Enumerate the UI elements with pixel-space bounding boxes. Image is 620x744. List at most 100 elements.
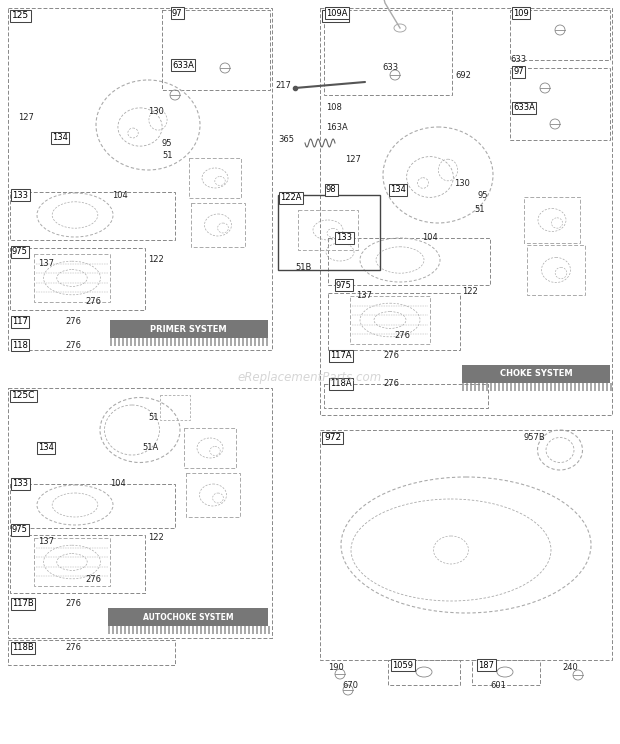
Text: 108: 108 bbox=[326, 103, 342, 112]
Bar bbox=[610, 383, 612, 391]
Bar bbox=[220, 626, 222, 634]
Text: 125B: 125B bbox=[324, 11, 347, 21]
Bar bbox=[168, 626, 170, 634]
Text: 1059: 1059 bbox=[392, 661, 413, 670]
Bar bbox=[462, 383, 464, 391]
Bar bbox=[192, 626, 194, 634]
Bar bbox=[546, 383, 548, 391]
Bar bbox=[254, 338, 256, 346]
Bar bbox=[234, 338, 236, 346]
Bar bbox=[144, 626, 146, 634]
Text: 133: 133 bbox=[336, 234, 352, 243]
Bar bbox=[142, 338, 144, 346]
Bar bbox=[236, 626, 238, 634]
Bar bbox=[210, 338, 212, 346]
Bar bbox=[538, 383, 540, 391]
Bar bbox=[478, 383, 480, 391]
Bar bbox=[260, 626, 262, 634]
Bar bbox=[110, 320, 268, 338]
Bar bbox=[246, 338, 248, 346]
Text: 692: 692 bbox=[455, 71, 471, 80]
Bar bbox=[510, 383, 512, 391]
Bar bbox=[240, 626, 242, 634]
Bar bbox=[606, 383, 608, 391]
Text: 187: 187 bbox=[478, 661, 494, 670]
Bar bbox=[526, 383, 528, 391]
Text: 118B: 118B bbox=[12, 644, 33, 652]
Text: 633: 633 bbox=[382, 63, 398, 72]
Text: 276: 276 bbox=[394, 332, 410, 341]
Text: 975: 975 bbox=[12, 248, 28, 257]
Text: 276: 276 bbox=[85, 298, 101, 307]
Text: 127: 127 bbox=[18, 114, 34, 123]
Bar bbox=[112, 626, 114, 634]
Text: 276: 276 bbox=[65, 600, 81, 609]
Bar bbox=[184, 626, 186, 634]
Bar bbox=[196, 626, 198, 634]
Text: 975: 975 bbox=[336, 280, 352, 289]
Text: 118A: 118A bbox=[330, 379, 352, 388]
Bar bbox=[262, 338, 264, 346]
Bar bbox=[530, 383, 532, 391]
Text: 122: 122 bbox=[148, 255, 164, 265]
Bar bbox=[152, 626, 154, 634]
Text: 137: 137 bbox=[356, 292, 372, 301]
Text: 104: 104 bbox=[110, 479, 126, 489]
Text: 122A: 122A bbox=[280, 193, 301, 202]
Bar bbox=[494, 383, 496, 391]
Bar bbox=[574, 383, 576, 391]
Bar bbox=[250, 338, 252, 346]
Bar bbox=[578, 383, 580, 391]
Text: 51: 51 bbox=[162, 152, 172, 161]
Text: 633: 633 bbox=[510, 56, 526, 65]
Text: 118: 118 bbox=[12, 341, 28, 350]
Text: 365: 365 bbox=[278, 135, 294, 144]
Text: 276: 276 bbox=[65, 644, 81, 652]
Text: AUTOCHOKE SYSTEM: AUTOCHOKE SYSTEM bbox=[143, 612, 233, 621]
Text: 972: 972 bbox=[324, 434, 341, 443]
Bar bbox=[164, 626, 166, 634]
Text: 134: 134 bbox=[390, 185, 406, 194]
Bar bbox=[542, 383, 544, 391]
Bar bbox=[114, 338, 116, 346]
Bar bbox=[474, 383, 476, 391]
Bar bbox=[178, 338, 180, 346]
Text: 117B: 117B bbox=[12, 600, 33, 609]
Bar bbox=[138, 338, 140, 346]
Bar bbox=[554, 383, 556, 391]
Text: 98: 98 bbox=[326, 185, 337, 194]
Text: 122: 122 bbox=[148, 533, 164, 542]
Bar bbox=[470, 383, 472, 391]
Text: 137: 137 bbox=[38, 260, 54, 269]
Bar bbox=[140, 626, 142, 634]
Bar bbox=[130, 338, 132, 346]
Bar bbox=[108, 626, 110, 634]
Text: 601: 601 bbox=[490, 682, 506, 690]
Text: PRIMER SYSTEM: PRIMER SYSTEM bbox=[149, 324, 226, 333]
Text: 109: 109 bbox=[513, 8, 529, 18]
Bar bbox=[590, 383, 592, 391]
Bar bbox=[122, 338, 124, 346]
Text: 137: 137 bbox=[38, 537, 54, 547]
Bar bbox=[562, 383, 564, 391]
Text: 97: 97 bbox=[513, 68, 524, 77]
Bar bbox=[186, 338, 188, 346]
Bar bbox=[124, 626, 126, 634]
Text: 51A: 51A bbox=[142, 443, 158, 452]
Bar bbox=[134, 338, 136, 346]
Text: 51: 51 bbox=[474, 205, 484, 214]
Text: 670: 670 bbox=[342, 682, 358, 690]
Bar bbox=[582, 383, 584, 391]
Bar bbox=[462, 365, 610, 383]
Bar bbox=[232, 626, 234, 634]
Text: 217: 217 bbox=[275, 80, 291, 89]
Bar bbox=[158, 338, 160, 346]
Bar bbox=[160, 626, 162, 634]
Bar bbox=[180, 626, 182, 634]
Bar bbox=[566, 383, 568, 391]
Text: 276: 276 bbox=[383, 379, 399, 388]
Bar bbox=[132, 626, 134, 634]
Bar bbox=[172, 626, 174, 634]
Bar bbox=[146, 338, 148, 346]
Text: 633A: 633A bbox=[172, 60, 194, 69]
